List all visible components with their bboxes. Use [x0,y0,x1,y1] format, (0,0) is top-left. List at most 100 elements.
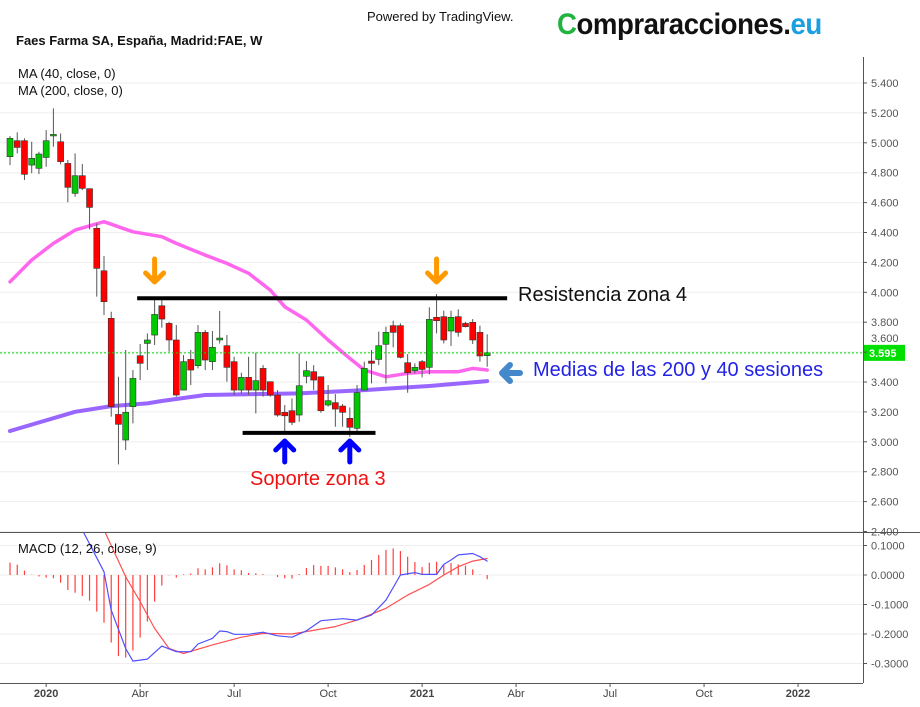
candle-down [158,305,166,320]
candle-up [483,352,491,356]
candle-down [418,361,426,370]
price-tick-label: 4.000 [871,287,899,299]
price-tick-label: 2.400 [871,527,899,539]
ma200-line [8,379,490,433]
macd-tick-label: 0.1000 [871,541,905,553]
candle-down [476,332,484,357]
candle-up [122,412,129,441]
macd-tick-label: 0.0000 [871,570,905,582]
candle-down [274,394,281,416]
candle-down [433,316,440,322]
time-tick-label: Oct [320,688,337,700]
candle-down [107,318,115,407]
candle-down [57,141,64,162]
support-label: Soporte zona 3 [250,468,386,490]
candle-down [115,414,122,425]
candle-down [100,270,108,303]
averages-note: Medias de las 200 y 40 sesiones [533,359,824,381]
time-tick-label: Jul [227,688,241,700]
ma200-legend[interactable]: MA (200, close, 0) [18,83,123,98]
last-price-badge [864,344,905,361]
candle-down [79,175,86,189]
candle-up [295,385,303,416]
candle-down [397,325,404,358]
candle-down [332,402,339,410]
price-tick-label: 5.200 [871,108,899,120]
tick-labels: 5.400 5.200 5.000 4.800 4.600 4.400 4.200 4.000… [34,78,908,700]
candle-down [223,345,231,368]
candle-down [368,360,375,364]
candle-down [136,355,144,364]
candle-up [180,361,187,391]
candle-up [411,367,419,371]
candle-down [230,361,238,391]
candle-up [360,368,368,391]
price-tick-label: 4.800 [871,168,899,180]
up-arrow-icon [273,438,297,465]
candle-up [447,316,455,332]
candle-down [288,410,296,423]
time-tick-label: 2022 [786,688,810,700]
candle-down [440,316,448,341]
candle-up [144,339,151,344]
candle-down [245,377,252,391]
candle-down [346,418,354,428]
time-tick-label: 2020 [34,688,58,700]
candle-down [259,368,267,391]
annotations [137,256,523,465]
candle-down [266,381,274,396]
candle-down [469,322,477,341]
candle-up [426,319,433,368]
price-tick-label: 5.000 [871,138,899,150]
candle-up [42,140,50,158]
candle-down [454,316,462,333]
candle-up [382,332,390,345]
price-tick-label: 2.800 [871,467,899,479]
time-tick-label: 2021 [410,688,434,700]
powered-by-text: Powered by TradingView. [367,9,514,24]
ma40-legend[interactable]: MA (40, close, 0) [18,66,116,81]
resistance-label: Resistencia zona 4 [518,284,687,306]
candle-down [462,323,469,327]
candle-up [129,378,137,407]
price-tick-label: 5.400 [871,78,899,90]
down-arrow-icon [425,256,449,285]
time-tick-label: Abr [132,688,149,700]
up-arrow-icon [338,438,362,465]
candle-down [93,228,101,269]
macd-legend[interactable]: MACD (12, 26, close, 9) [18,541,157,556]
candle-up [194,332,202,367]
macd-tick-label: -0.1000 [871,600,908,612]
ma200-path [8,379,490,433]
price-tick-label: 4.200 [871,257,899,269]
candles [6,108,491,465]
price-tick-label: 3.600 [871,333,899,345]
left-arrow-icon [499,362,523,384]
down-arrow-icon [143,256,167,285]
macd-tick-label: -0.3000 [871,659,908,671]
candle-up [151,314,158,336]
candle-down [317,376,325,412]
candle-down [187,359,195,371]
candle-down [404,362,411,374]
candle-up [35,153,43,169]
candle-up [238,377,245,391]
last-price-label: 3.595 [869,348,897,360]
candle-down [310,371,317,381]
candle-down [86,188,93,208]
candle-up [71,175,79,194]
symbol-title: Faes Farma SA, España, Madrid:FAE, W [16,33,263,48]
price-tick-label: 3.000 [871,437,899,449]
macd-tick-label: -0.2000 [871,629,908,641]
axes [0,57,920,684]
price-tick-label: 4.400 [871,228,899,240]
candle-up [303,370,310,377]
candle-down [21,140,28,175]
candle-up [353,392,361,429]
logo: Compraracciones.eu [557,8,822,41]
candle-down [389,325,397,333]
price-tick-label: 2.600 [871,497,899,509]
candle-down [165,323,173,341]
candle-down [172,339,180,396]
